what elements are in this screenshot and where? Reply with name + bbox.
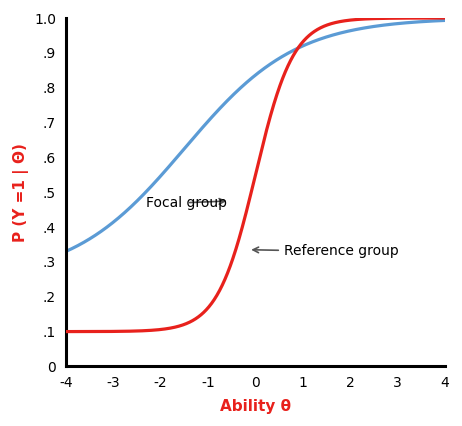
- Text: Reference group: Reference group: [253, 245, 399, 259]
- Text: Focal group: Focal group: [146, 196, 227, 210]
- X-axis label: Ability θ: Ability θ: [220, 398, 291, 414]
- Y-axis label: P (Y =1 | Θ): P (Y =1 | Θ): [12, 143, 29, 242]
